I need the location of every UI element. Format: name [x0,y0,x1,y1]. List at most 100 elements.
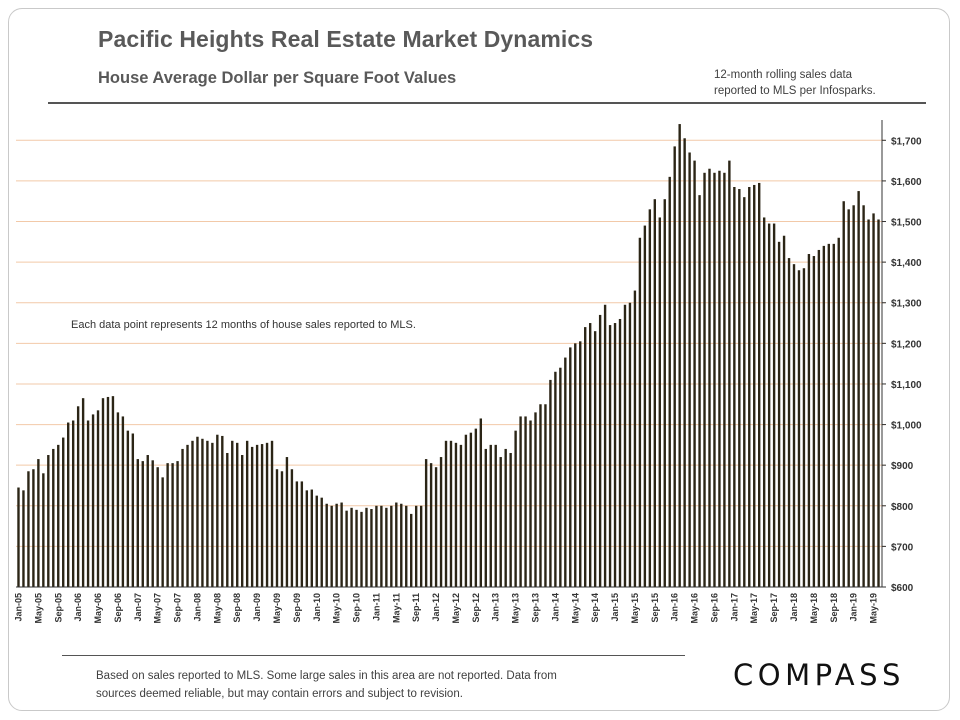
bar [126,430,130,587]
y-tick-label: $1,100 [891,380,922,391]
bar [355,509,358,587]
data-source-note-line1: 12-month rolling sales data [714,69,853,81]
bar [151,460,154,587]
bar [434,467,438,587]
page-title: Pacific Heights Real Estate Market Dynam… [98,26,594,52]
x-tick-label: May-13 [511,593,521,624]
bar [474,428,478,587]
bar [454,442,458,587]
x-tick-label: May-19 [869,593,879,624]
bar [405,505,408,587]
bar [250,446,254,587]
bar [81,398,85,587]
bar [47,455,50,587]
bar [390,505,393,587]
bar [608,325,612,587]
y-tick-label: $1,000 [891,421,922,432]
bar [633,290,637,587]
bar [703,172,706,588]
bar [862,205,865,587]
bar [265,442,269,587]
y-tick-label: $1,700 [891,136,922,147]
bar [211,442,214,587]
bar [812,256,816,587]
bar [802,268,806,587]
bar [683,138,686,587]
footer-line1: Based on sales reported to MLS. Some lar… [96,670,557,682]
x-tick-label: Jan-07 [133,593,143,622]
bar [32,469,35,587]
bar [335,503,338,587]
bar [509,452,512,587]
bar [290,469,294,587]
y-tick-label: $1,200 [891,339,922,350]
bar [260,444,264,587]
bar [524,416,527,587]
bar [753,184,756,587]
bar [529,420,532,587]
bar [748,187,751,587]
x-tick-label: Sep-06 [113,593,123,623]
bar [867,219,870,588]
bar [300,481,304,587]
x-tick-label: Jan-05 [13,593,23,622]
y-tick-label: $1,400 [891,258,922,269]
x-tick-label: Jan-17 [729,593,739,622]
y-tick-label: $900 [891,461,914,472]
x-tick-label: Sep-10 [352,593,362,623]
bar [141,461,144,587]
bar [688,152,691,588]
x-tick-label: Jan-09 [252,593,262,622]
bar [330,505,333,587]
bar [216,434,219,587]
bar [166,463,169,587]
bar [544,404,547,587]
bar [479,418,483,587]
bar [514,430,517,587]
bar [673,146,676,587]
bar [733,187,736,587]
bar [375,505,378,587]
bar [96,410,100,587]
bar [419,505,423,587]
bar [156,467,159,587]
bar [832,243,835,588]
bar [519,416,522,587]
bar [310,489,313,587]
x-tick-label: May-14 [570,593,580,624]
bar [42,473,45,587]
bar [827,243,830,588]
bar [857,191,860,587]
bar [877,219,880,588]
x-tick-label: May-12 [451,593,461,624]
bar [653,199,656,587]
bar [792,264,796,587]
bar [101,398,105,587]
x-tick-label: May-10 [332,593,342,624]
x-tick-label: May-06 [93,593,103,624]
bar [842,201,845,587]
bar [613,323,617,587]
bar [559,367,562,587]
bar [231,440,234,587]
bar [459,444,463,587]
bar [728,160,731,588]
bar [847,209,850,587]
bar [62,437,65,587]
y-tick-label: $1,500 [891,218,922,229]
bar [385,507,388,587]
y-tick-label: $800 [891,502,914,513]
bar [762,217,766,587]
x-tick-label: Jan-14 [550,593,560,622]
x-tick-label: Jan-08 [192,593,202,622]
x-axis-labels: Jan-05 May-05 Sep-05 Jan-06 May-06 Sep-06 Jan-… [13,593,878,624]
bar [797,270,801,587]
bar [643,225,647,587]
bar [439,457,443,587]
bar [226,452,229,587]
header-divider [48,102,926,104]
x-tick-label: May-16 [690,593,700,624]
bar [360,511,363,587]
x-tick-label: May-15 [630,593,640,624]
